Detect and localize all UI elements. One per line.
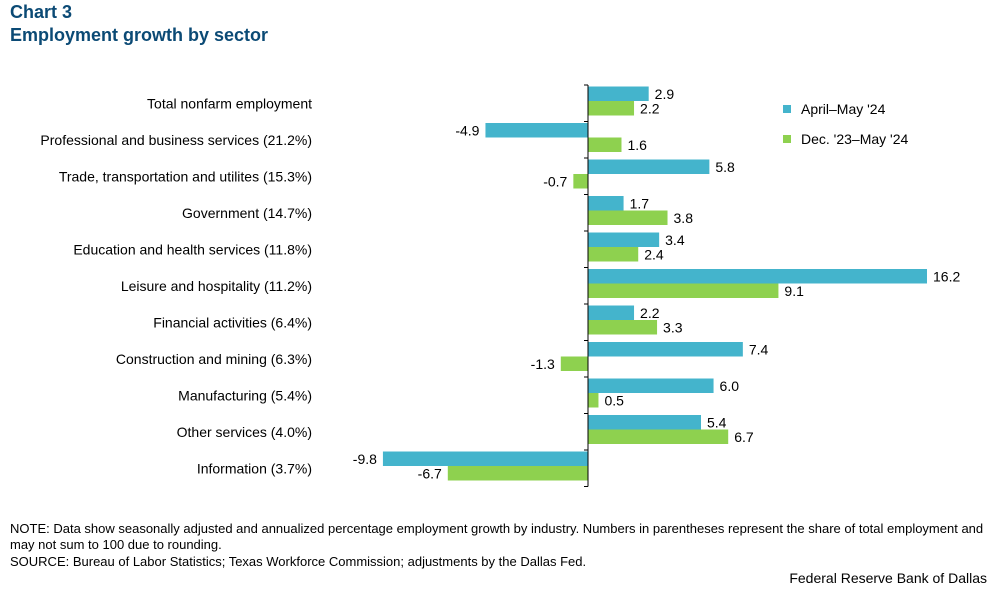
category-label: Information (3.7%) — [197, 460, 312, 476]
bar-series-1 — [588, 378, 714, 393]
data-label: -9.8 — [353, 451, 377, 467]
category-label: Education and health services (11.8%) — [73, 241, 312, 257]
category-label: Leisure and hospitality (11.2%) — [121, 278, 312, 294]
bar-chart: Total nonfarm employment2.92.2Profession… — [40, 84, 960, 487]
legend-label-series-2: Dec. '23–May '24 — [801, 131, 909, 147]
bar-series-2 — [573, 174, 588, 189]
data-label: 16.2 — [933, 268, 960, 284]
category-label: Manufacturing (5.4%) — [178, 387, 312, 403]
data-label: 5.8 — [715, 159, 735, 175]
bar-series-2 — [588, 429, 729, 444]
bar-series-1 — [588, 232, 660, 247]
bar-series-2 — [588, 101, 635, 116]
category-label: Government (14.7%) — [182, 205, 312, 221]
category-label: Construction and mining (6.3%) — [116, 351, 312, 367]
data-label: 3.4 — [665, 232, 685, 248]
data-label: 0.5 — [604, 392, 624, 408]
bar-series-1 — [588, 159, 710, 174]
data-label: 1.6 — [627, 137, 647, 153]
data-label: 2.2 — [640, 100, 660, 116]
bar-series-1 — [382, 451, 588, 466]
data-label: 6.0 — [720, 378, 740, 394]
data-label: 2.2 — [640, 305, 660, 321]
bar-series-1 — [485, 123, 588, 138]
legend-item-series-2: Dec. '23–May '24 — [783, 124, 908, 154]
data-label: -6.7 — [418, 465, 442, 481]
category-label: Other services (4.0%) — [177, 424, 312, 440]
category-label: Professional and business services (21.2… — [40, 132, 312, 148]
bar-series-2 — [588, 210, 668, 225]
chart-title: Employment growth by sector — [10, 25, 269, 45]
data-label: 6.7 — [734, 429, 754, 445]
data-label: 3.8 — [674, 210, 694, 226]
data-label: 2.4 — [644, 246, 664, 262]
bar-series-1 — [588, 415, 701, 430]
legend: April–May '24 Dec. '23–May '24 — [783, 94, 908, 154]
bar-series-2 — [588, 320, 658, 335]
credit-line: Federal Reserve Bank of Dallas — [789, 570, 987, 586]
bar-series-1 — [588, 342, 743, 357]
data-label: -4.9 — [455, 122, 479, 138]
legend-label-series-1: April–May '24 — [801, 101, 886, 117]
data-label: 7.4 — [749, 341, 769, 357]
data-label: -0.7 — [543, 173, 567, 189]
category-label: Financial activities (6.4%) — [153, 314, 312, 330]
data-label: 3.3 — [663, 319, 683, 335]
data-label: 1.7 — [630, 195, 650, 211]
footnote: NOTE: Data show seasonally adjusted and … — [10, 521, 984, 552]
source-note: SOURCE: Bureau of Labor Statistics; Texa… — [10, 554, 587, 569]
bar-series-2 — [588, 247, 639, 262]
bar-series-2 — [588, 283, 779, 298]
bar-series-2 — [560, 356, 588, 371]
category-label: Total nonfarm employment — [147, 95, 312, 111]
data-label: -1.3 — [531, 356, 555, 372]
bar-series-1 — [588, 196, 624, 211]
legend-swatch-series-2 — [783, 135, 791, 143]
data-label: 2.9 — [655, 86, 675, 102]
bar-series-1 — [588, 86, 649, 101]
legend-item-series-1: April–May '24 — [783, 94, 908, 124]
chart-number: Chart 3 — [10, 2, 73, 22]
bar-series-1 — [588, 305, 635, 320]
category-label: Trade, transportation and utilites (15.3… — [59, 168, 312, 184]
bar-series-2 — [447, 466, 588, 481]
bar-series-2 — [588, 137, 622, 152]
data-label: 5.4 — [707, 414, 727, 430]
bar-series-1 — [588, 269, 927, 284]
bar-series-2 — [588, 393, 599, 408]
data-label: 9.1 — [784, 283, 804, 299]
legend-swatch-series-1 — [783, 105, 791, 113]
